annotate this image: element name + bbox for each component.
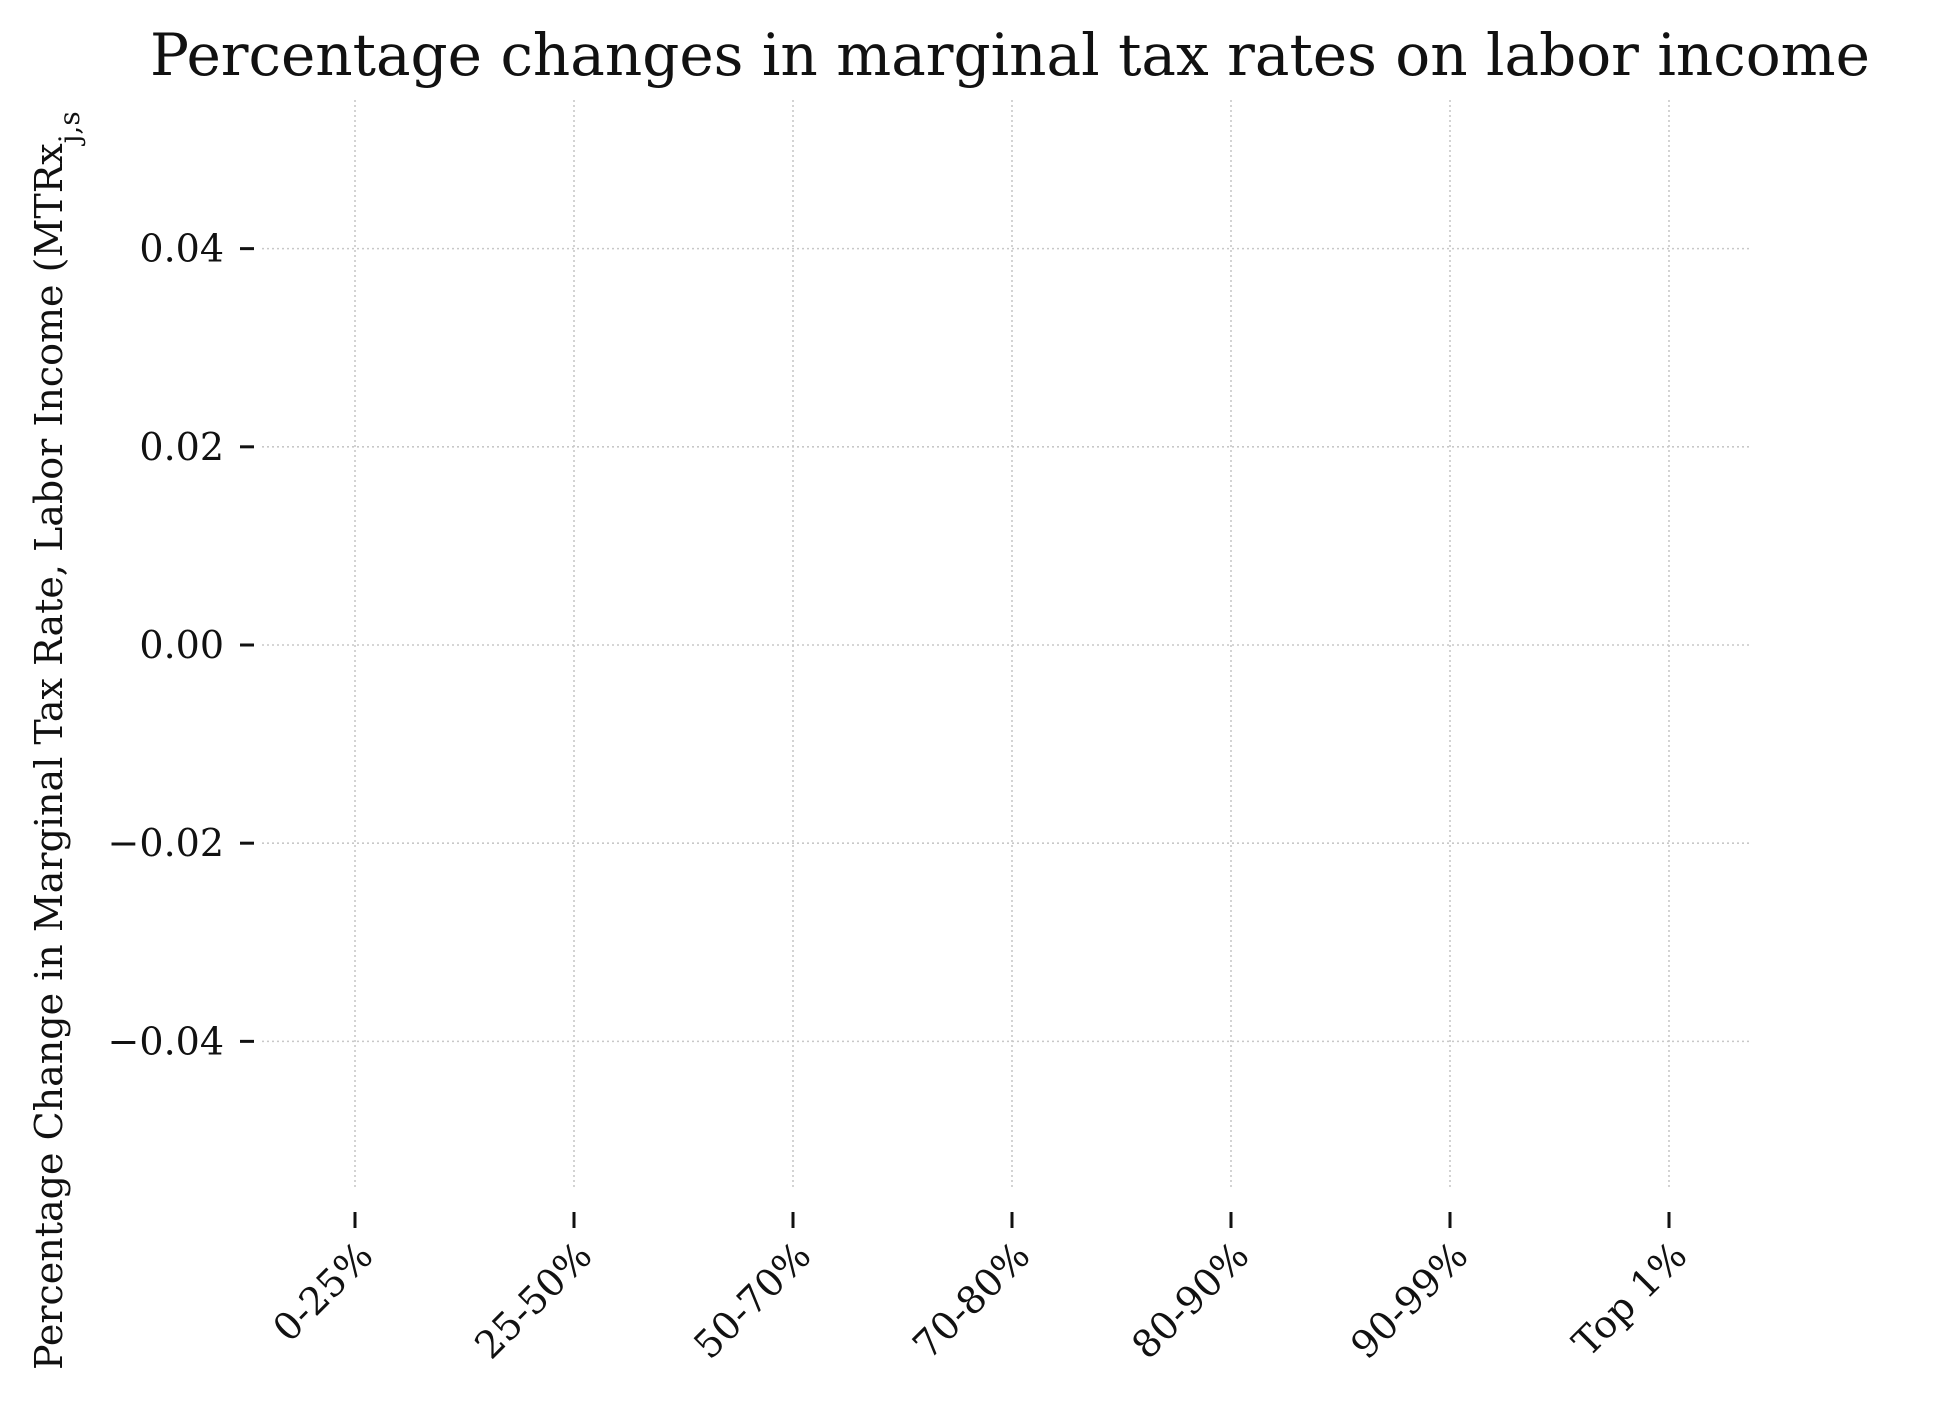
- gridlines: [262, 100, 1750, 1190]
- y-tick-label: 0.02: [139, 425, 224, 469]
- y-tick-label: −0.02: [108, 821, 224, 865]
- chart-title: Percentage changes in marginal tax rates…: [150, 21, 1870, 89]
- x-tick-label: 50-70%: [685, 1233, 819, 1367]
- x-axis-ticks: 0-25% 25-50% 50-70% 70-80% 80-90% 90-99% Top 1…: [264, 1212, 1695, 1367]
- x-tick-label: Top 1%: [1564, 1233, 1695, 1364]
- y-axis-ticks: 0.04 0.02 0.00 −0.02 −0.04: [108, 227, 254, 1063]
- x-tick-label: 70-80%: [904, 1233, 1038, 1367]
- y-tick-label: 0.04: [139, 227, 224, 271]
- y-axis-label-subscript: j,s: [53, 111, 86, 146]
- x-tick-label: 80-90%: [1123, 1233, 1257, 1367]
- x-tick-label: 0-25%: [264, 1233, 381, 1350]
- y-axis-label: Percentage Change in Marginal Tax Rate, …: [27, 111, 86, 1370]
- y-tick-label: 0.00: [139, 623, 224, 667]
- x-tick-label: 90-99%: [1342, 1233, 1476, 1367]
- y-tick-label: −0.04: [108, 1019, 224, 1063]
- x-tick-label: 25-50%: [466, 1233, 600, 1367]
- y-axis-label-text: Percentage Change in Marginal Tax Rate, …: [27, 143, 71, 1370]
